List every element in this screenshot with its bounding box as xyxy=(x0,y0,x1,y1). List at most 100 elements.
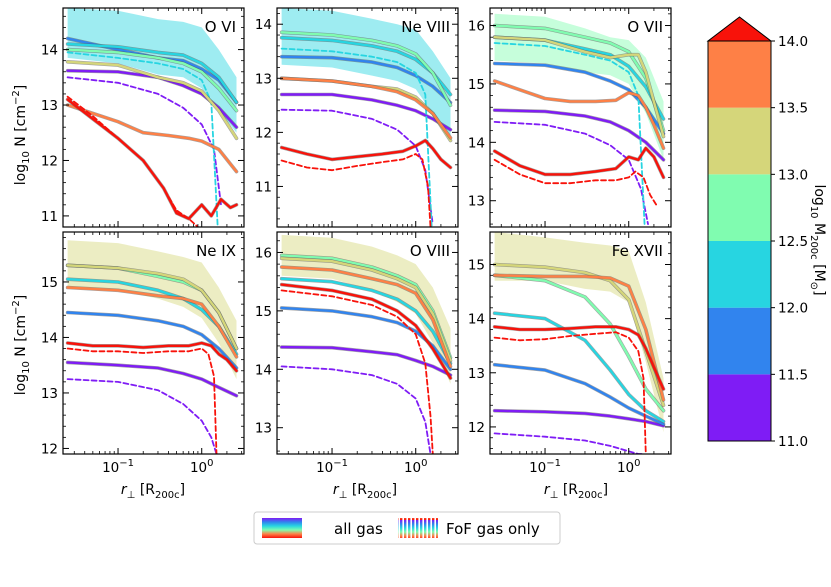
y-tick-label: 12 xyxy=(468,420,485,436)
series-line-13-0-all xyxy=(280,257,452,362)
y-tick-label: 13 xyxy=(255,421,272,437)
series-line-11-0-all xyxy=(66,361,238,397)
scatter-band xyxy=(67,8,237,133)
scatter-band xyxy=(67,240,237,380)
colorbar-tick-label: 11.5 xyxy=(778,367,808,383)
series-outline xyxy=(65,103,239,174)
panel-title: O VII xyxy=(627,18,663,36)
series-line-11-0-fof xyxy=(66,378,218,454)
y-tick-label: 13 xyxy=(41,386,58,402)
series-line-11-5-all xyxy=(66,311,238,370)
series-line-11-0-all xyxy=(66,69,238,129)
plot-area xyxy=(492,13,666,227)
series-line-12-0-all xyxy=(280,277,452,365)
y-tick-label: 14 xyxy=(255,17,272,33)
series-line-14-0-fof xyxy=(493,331,647,454)
legend-label-fof-gas: FoF gas only xyxy=(446,520,540,538)
plot-area xyxy=(65,240,239,454)
y-tick-label: 15 xyxy=(41,275,58,291)
panel-2: 11 12 13 14 Ne VIII xyxy=(255,7,459,228)
colorbar-segment xyxy=(708,41,771,108)
axes-frame xyxy=(276,7,459,228)
series-line-14-0-all xyxy=(280,283,452,380)
series-line-14-0-all xyxy=(280,139,452,169)
legend-swatch-fof-gas xyxy=(398,518,438,538)
y-tick-label: 14 xyxy=(41,43,58,59)
series-line-13-5-all xyxy=(493,274,665,402)
panel-3: 13 14 15 16 O VII xyxy=(468,7,672,228)
y-axis-label-top: log10 N [cm−2] xyxy=(11,85,32,185)
y-tick-label: 16 xyxy=(468,19,485,35)
legend-label-all-gas: all gas xyxy=(334,520,383,538)
panel-5: 13 14 15 16 10−1 100 O VIII xyxy=(255,231,459,476)
y-tick-label: 13 xyxy=(255,71,272,87)
x-tick-label: 100 xyxy=(404,458,428,476)
y-tick-label: 11 xyxy=(255,179,272,195)
x-tick-label: 10−1 xyxy=(102,458,134,476)
series-line-14-0-all xyxy=(493,146,665,179)
panels-group: 11 12 13 14 O VI 11 12 13 14 Ne VIII 13 14 15 16 O VII… xyxy=(41,7,672,476)
series-line-13-0-all xyxy=(66,60,238,140)
series-line-13-5-all xyxy=(66,286,238,359)
series-line-11-0-all xyxy=(280,345,452,377)
legend-swatch-all-gas xyxy=(262,518,302,538)
y-tick-label: 15 xyxy=(468,77,485,93)
y-tick-label: 13 xyxy=(468,366,485,382)
colorbar-segment xyxy=(708,174,771,241)
x-tick-label: 10−1 xyxy=(316,458,348,476)
x-axis-label-col2: r⊥ [R200c] xyxy=(333,482,397,501)
panel-6: 12 13 14 15 10−1 100 Fe XVII xyxy=(468,231,672,476)
x-axis-label-col1: r⊥ [R200c] xyxy=(121,482,185,501)
y-tick-label: 15 xyxy=(468,257,485,273)
plot-area xyxy=(279,8,453,227)
axes-frame xyxy=(276,231,459,455)
panel-title: O VIII xyxy=(410,242,450,260)
plot-area xyxy=(279,234,453,454)
y-tick-label: 11 xyxy=(41,209,58,225)
colorbar-extend-arrow xyxy=(706,16,773,42)
axes-frame xyxy=(62,7,245,228)
scatter-band xyxy=(494,13,664,160)
x-tick-label: 10−1 xyxy=(529,458,561,476)
colorbar-segment xyxy=(708,374,771,441)
y-tick-label: 15 xyxy=(255,304,272,320)
series-line-12-5-all xyxy=(66,48,238,112)
y-tick-label: 14 xyxy=(255,362,272,378)
y-tick-label: 13 xyxy=(41,98,58,114)
colorbar-tick-label: 12.5 xyxy=(778,234,808,250)
series-line-14-0-fof xyxy=(66,347,218,454)
y-tick-label: 12 xyxy=(41,153,58,169)
axes-frame xyxy=(62,231,245,455)
panel-title: Ne VIII xyxy=(401,18,450,36)
series-line-13-5-all xyxy=(280,77,452,140)
series-line-12-0-all xyxy=(493,312,665,423)
plot-area xyxy=(65,8,239,227)
panel-1: 11 12 13 14 O VI xyxy=(41,7,245,228)
series-outline xyxy=(492,108,666,162)
colorbar-tick-label: 13.0 xyxy=(778,167,808,183)
series-line-14-0-all xyxy=(493,325,665,391)
series-line-14-0-fof xyxy=(66,95,199,227)
x-tick-label: 100 xyxy=(190,458,214,476)
colorbar-segment xyxy=(708,241,771,308)
series-line-13-0-all xyxy=(66,264,238,350)
series-line-11-5-all xyxy=(280,55,452,104)
y-tick-label: 12 xyxy=(41,441,58,457)
panel-4: 12 13 14 15 10−1 100 Ne IX xyxy=(41,231,245,476)
series-line-13-5-all xyxy=(66,103,238,173)
series-line-12-5-all xyxy=(280,31,452,107)
series-line-12-0-fof xyxy=(280,47,433,227)
legend: all gas FoF gas only xyxy=(253,511,561,545)
y-tick-label: 14 xyxy=(468,312,485,328)
y-tick-label: 16 xyxy=(255,245,272,261)
colorbar-tick-label: 13.5 xyxy=(778,101,808,117)
colorbar-segment xyxy=(708,307,771,375)
y-tick-label: 12 xyxy=(255,125,272,141)
series-line-14-0-fof xyxy=(493,158,659,208)
series-line-13-5-all xyxy=(493,79,665,150)
series-line-11-0-all xyxy=(493,409,665,427)
series-line-14-0-all xyxy=(66,341,238,372)
colorbar-label: log10 M200c [M⊙] xyxy=(808,184,827,295)
panel-title: O VI xyxy=(205,18,236,36)
